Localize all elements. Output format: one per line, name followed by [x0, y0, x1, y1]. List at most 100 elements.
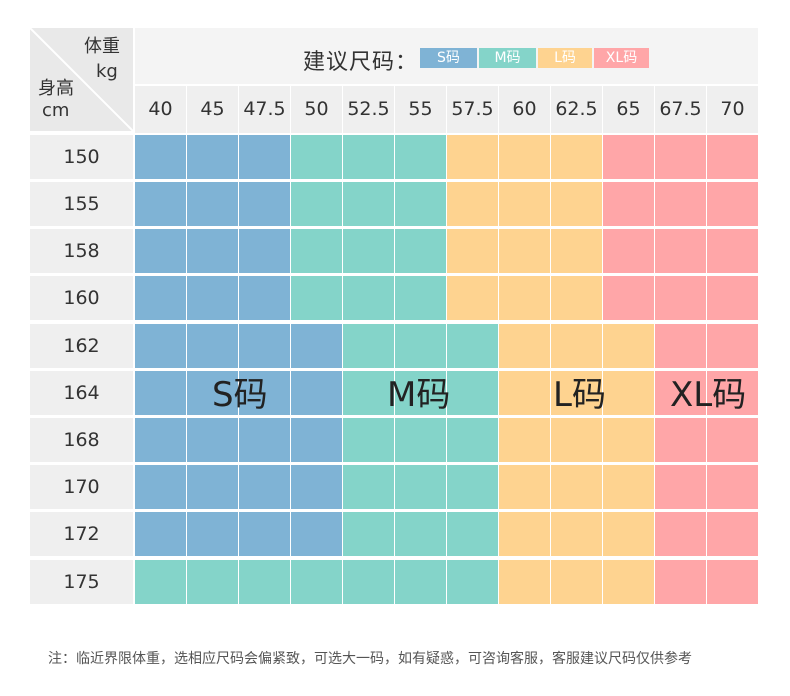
size-cell-l	[447, 276, 498, 320]
size-cell-s	[187, 465, 238, 509]
size-cell-s	[187, 182, 238, 226]
height-header-cell: 155	[30, 182, 133, 226]
size-cell-m	[343, 229, 394, 273]
size-cell-m	[343, 324, 394, 368]
size-cell-s	[187, 418, 238, 462]
size-cell-l	[499, 135, 550, 179]
weight-header-cell: 50	[291, 86, 342, 133]
size-cell-xl	[655, 512, 706, 556]
size-cell-l	[551, 512, 602, 556]
size-cell-l	[447, 182, 498, 226]
size-cell-xl	[707, 371, 758, 415]
size-cell-l	[499, 512, 550, 556]
size-cell-m	[447, 371, 498, 415]
size-cell-m	[395, 371, 446, 415]
size-cell-xl	[707, 324, 758, 368]
size-cell-l	[447, 135, 498, 179]
height-header-cell: 160	[30, 276, 133, 320]
size-cell-m	[343, 276, 394, 320]
size-cell-s	[291, 512, 342, 556]
size-cell-l	[499, 182, 550, 226]
size-cell-l	[551, 371, 602, 415]
height-header-cell: 175	[30, 560, 133, 604]
size-cell-xl	[655, 135, 706, 179]
height-header-cell: 164	[30, 371, 133, 415]
weight-header-row: 40 45 47.5 50 52.5 55 57.5 60 62.5 65 67.5 70	[135, 86, 758, 133]
size-cell-s	[135, 182, 186, 226]
legend-chip-l: L码	[538, 48, 592, 68]
height-header-cell: 162	[30, 324, 133, 368]
zone-label-l: L码	[553, 375, 606, 415]
size-cell-s	[135, 229, 186, 273]
size-cell-s	[135, 135, 186, 179]
zone-label-s: S码	[212, 375, 268, 415]
size-cell-xl	[655, 276, 706, 320]
weight-header-cell: 40	[135, 86, 186, 133]
size-cell-xl	[655, 465, 706, 509]
size-cell-m	[447, 324, 498, 368]
size-cell-s	[135, 371, 186, 415]
size-cell-m	[447, 512, 498, 556]
size-cell-l	[551, 276, 602, 320]
size-cell-xl	[707, 560, 758, 604]
height-header-cell: 168	[30, 418, 133, 462]
size-cell-m	[395, 465, 446, 509]
zone-label-xl: XL码	[670, 375, 747, 415]
size-cell-s	[135, 418, 186, 462]
size-cell-xl	[603, 229, 654, 273]
size-cell-l	[603, 560, 654, 604]
size-cell-xl	[655, 371, 706, 415]
size-cell-l	[551, 560, 602, 604]
size-cell-s	[239, 324, 290, 368]
weight-header-cell: 57.5	[447, 86, 498, 133]
size-cell-s	[239, 371, 290, 415]
size-cell-s	[187, 512, 238, 556]
size-cell-m	[395, 182, 446, 226]
size-cell-m	[291, 276, 342, 320]
size-cell-l	[499, 324, 550, 368]
footnote: 注：临近界限体重，选相应尺码会偏紧致，可选大一码，如有疑惑，可咨询客服，客服建议…	[48, 651, 692, 667]
size-cell-s	[187, 276, 238, 320]
size-cell-m	[343, 371, 394, 415]
size-cell-m	[239, 560, 290, 604]
size-cell-m	[395, 276, 446, 320]
size-cell-s	[291, 371, 342, 415]
size-cell-m	[135, 560, 186, 604]
size-cell-xl	[707, 182, 758, 226]
size-cell-m	[343, 135, 394, 179]
legend-bar: 建议尺码： S码 M码 L码 XL码	[135, 28, 758, 84]
weight-header-cell: 62.5	[551, 86, 602, 133]
size-cell-l	[551, 324, 602, 368]
size-cell-m	[395, 135, 446, 179]
size-cell-s	[187, 324, 238, 368]
size-cell-m	[395, 512, 446, 556]
size-cell-l	[499, 418, 550, 462]
size-cell-xl	[655, 560, 706, 604]
size-cell-m	[395, 324, 446, 368]
size-cell-s	[187, 371, 238, 415]
weight-header-cell: 60	[499, 86, 550, 133]
legend-chip-m: M码	[479, 48, 536, 68]
size-cell-xl	[707, 465, 758, 509]
corner-header: 体重 kg 身高 cm	[30, 28, 133, 131]
size-cell-s	[291, 465, 342, 509]
size-cell-s	[239, 135, 290, 179]
size-cell-l	[447, 229, 498, 273]
size-cell-xl	[707, 229, 758, 273]
legend-chip-xl: XL码	[594, 48, 649, 68]
size-cell-l	[603, 324, 654, 368]
size-cell-xl	[655, 418, 706, 462]
weight-header-cell: 67.5	[655, 86, 706, 133]
size-cell-l	[499, 229, 550, 273]
size-cell-s	[135, 512, 186, 556]
size-cell-s	[239, 512, 290, 556]
size-cell-s	[239, 276, 290, 320]
size-cell-s	[187, 135, 238, 179]
size-cell-s	[291, 324, 342, 368]
size-cell-m	[291, 182, 342, 226]
size-cell-s	[135, 324, 186, 368]
size-cell-s	[187, 229, 238, 273]
size-cell-m	[447, 465, 498, 509]
size-cell-l	[551, 135, 602, 179]
size-cell-l	[551, 418, 602, 462]
